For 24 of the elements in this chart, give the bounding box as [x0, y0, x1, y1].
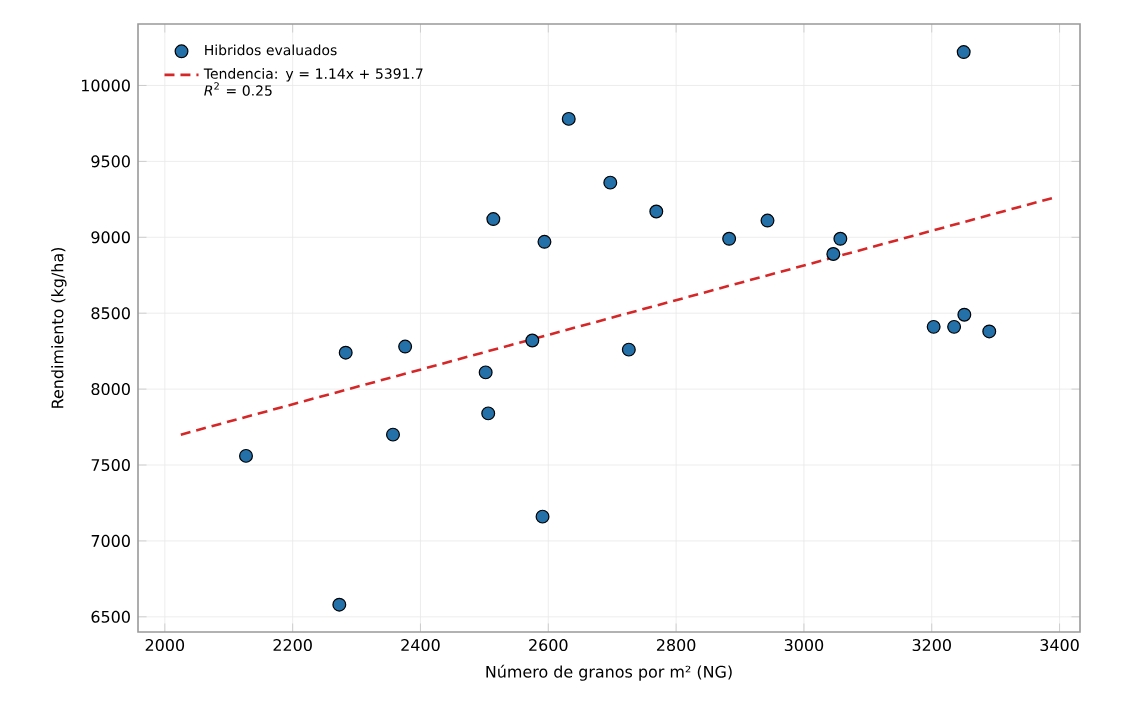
point: [603, 175, 618, 190]
point: [481, 406, 496, 421]
point: [649, 204, 664, 219]
point: [760, 213, 775, 228]
point: [826, 247, 841, 261]
point: [537, 234, 552, 249]
point: [926, 319, 941, 334]
point: [722, 231, 737, 246]
point: [525, 333, 540, 348]
point: [486, 212, 501, 227]
point: [338, 345, 353, 360]
point: [947, 319, 962, 334]
point: [535, 509, 550, 524]
point: [957, 307, 972, 322]
point: [956, 45, 971, 60]
point: [561, 111, 576, 126]
point: [239, 448, 253, 463]
point: [833, 231, 848, 246]
point: [332, 597, 347, 612]
point: [386, 427, 400, 442]
point: [621, 342, 636, 357]
point: [982, 324, 997, 339]
point: [478, 365, 493, 380]
point: [398, 339, 413, 354]
